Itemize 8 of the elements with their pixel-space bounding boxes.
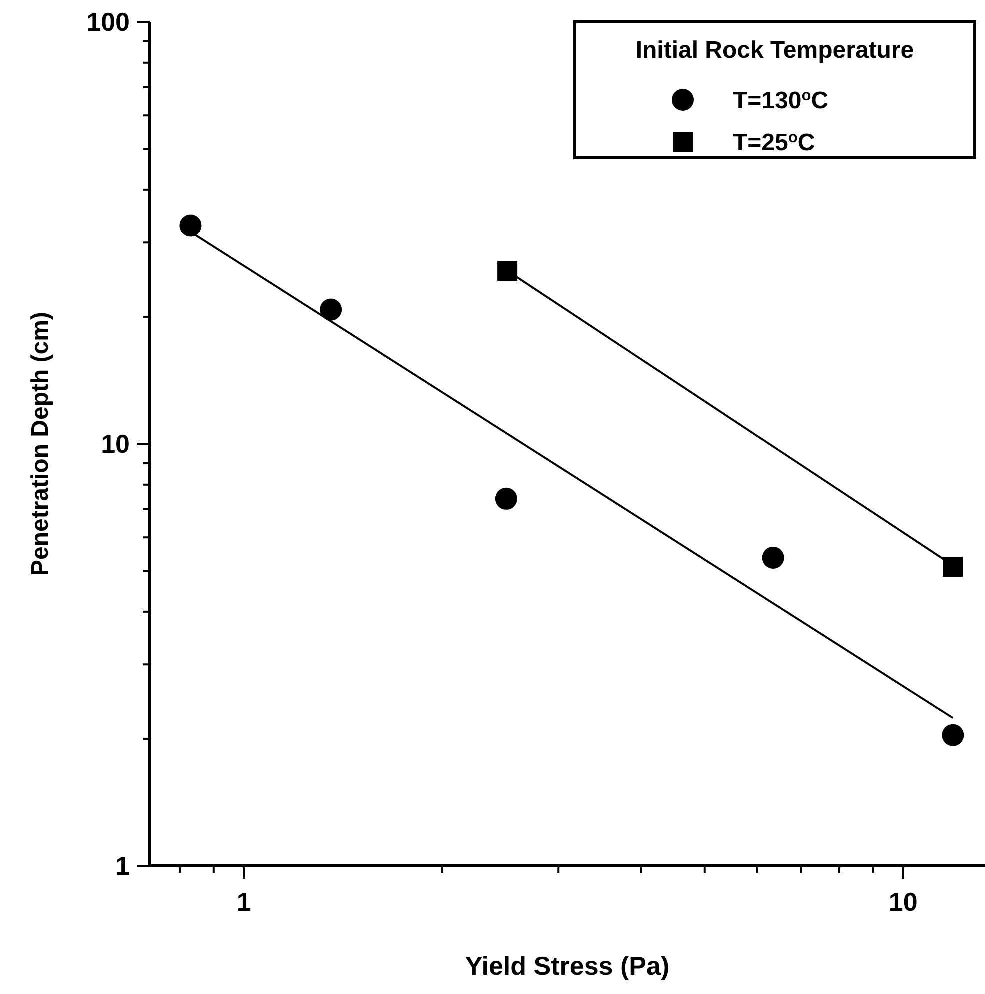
y-tick-label: 100 <box>86 7 130 38</box>
y-tick-label: 1 <box>116 851 130 882</box>
x-axis-title: Yield Stress (Pa) <box>465 951 670 981</box>
legend-label: T=25$^{o}$C <box>733 128 816 156</box>
y-tick-label: 10 <box>101 429 130 460</box>
legend-label: T=130$^{o}$C <box>733 86 829 114</box>
y-axis-title: Penetration Depth (cm) <box>27 312 54 576</box>
legend-title: Initial Rock Temperature <box>636 37 914 64</box>
